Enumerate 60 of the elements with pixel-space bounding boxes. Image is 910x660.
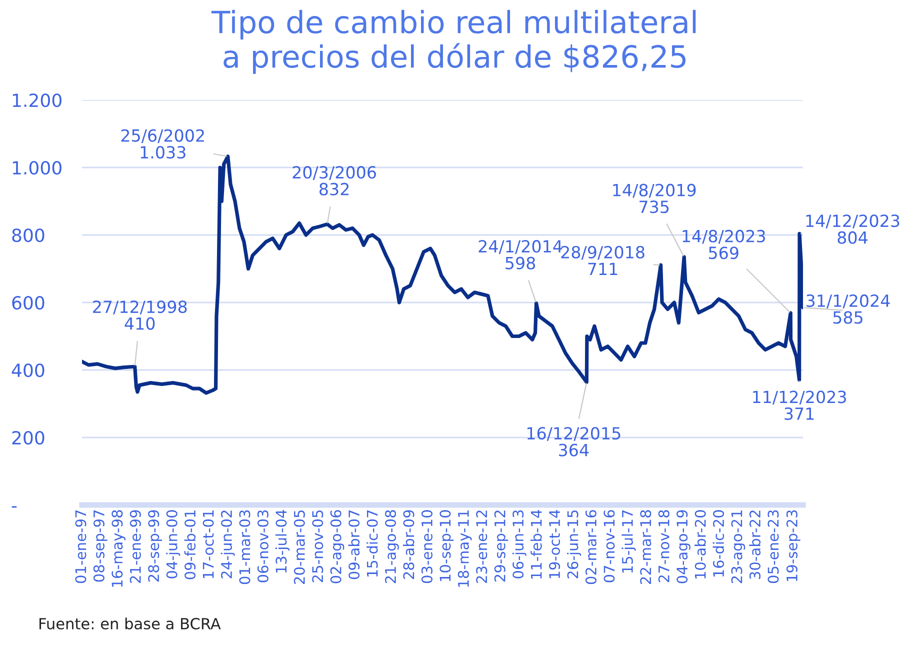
y-tick-label: 600: [12, 296, 44, 310]
x-tick-label: 15-dic-07: [366, 510, 378, 577]
chart-title: Tipo de cambio real multilateral a precios del dólar de $826,25: [211, 10, 696, 74]
x-tick-label: 05-ene-23: [768, 510, 779, 584]
y-tick-label: 1.200: [12, 93, 62, 108]
y-tick-label: 800: [12, 228, 44, 242]
x-tick-label: 11-feb-14: [530, 510, 542, 579]
x-tick-label: 10-abr-20: [694, 510, 706, 578]
x-tick-label: 02-ago-06: [330, 510, 344, 584]
x-tick-label: 24-jun-02: [220, 510, 235, 578]
x-tick-label: 07-nov-16: [604, 510, 615, 582]
x-tick-label: 28-abr-09: [402, 510, 414, 579]
x-tick-label: 08-sep-97: [93, 510, 108, 582]
annotation: 31/1/2024 585: [806, 294, 890, 324]
x-tick-label: 20-mar-05: [294, 510, 305, 584]
x-tick-label: 27-nov-18: [658, 510, 670, 582]
x-tick-label: 19-sep-23: [786, 510, 800, 582]
x-tick-label: 10-sep-10: [440, 510, 454, 582]
annotation: 14/8/2023 569: [682, 230, 765, 260]
x-tick-label: 16-dic-20: [712, 510, 724, 577]
x-tick-label: 06-nov-03: [257, 510, 268, 582]
x-tick-label: 01-mar-03: [239, 510, 250, 584]
x-tick-label: 13-jul-04: [275, 510, 290, 573]
annotation: 28/9/2018 711: [561, 246, 644, 276]
x-tick-label: 16-may-98: [112, 510, 126, 587]
source-note: Fuente: en base a BCRA: [40, 618, 221, 630]
annotation: 25/6/2002 1.033: [121, 129, 204, 159]
annotation: 14/12/2023 804: [806, 214, 900, 244]
annotation: 11/12/2023 371: [753, 390, 846, 420]
annotation: 24/1/2014 598: [478, 240, 562, 270]
x-tick-label: 04-ago-19: [676, 510, 690, 584]
x-tick-label: 15-jul-17: [622, 510, 636, 573]
x-tick-label: 19-oct-14: [549, 510, 560, 578]
y-tick-label: -: [12, 506, 17, 508]
x-tick-label: 26-jun-15: [566, 510, 582, 578]
x-tick-label: 25-nov-05: [312, 510, 324, 582]
x-tick-label: 18-may-11: [458, 510, 472, 587]
x-tick-label: 02-mar-16: [585, 510, 596, 584]
x-tick-label: 01-ene-97: [75, 510, 86, 584]
x-tick-label: 23-ago-21: [731, 510, 746, 584]
y-tick-label: 1.000: [12, 160, 62, 175]
x-tick-label: 03-ene-10: [421, 510, 432, 584]
x-tick-label: 21-ene-99: [130, 510, 141, 583]
x-tick-label: 21-ago-08: [385, 510, 399, 584]
x-tick-label: 09-abr-07: [348, 510, 360, 580]
annotation: 20/3/2006 832: [292, 166, 376, 196]
x-tick-label: 23-ene-12: [476, 510, 488, 583]
annotation: 16/12/2015 364: [527, 426, 620, 456]
x-tick-label: 28-sep-99: [148, 510, 162, 582]
x-tick-label: 22-mar-18: [640, 510, 652, 584]
y-tick-label: 400: [12, 363, 44, 378]
x-tick-label: 04-jun-00: [166, 510, 180, 578]
x-tick-label: 30-abr-22: [749, 510, 761, 579]
x-tick-label: 17-oct-01: [202, 510, 214, 578]
annotation: 14/8/2019 735: [613, 184, 696, 214]
annotation: 27/12/1998 410: [93, 300, 187, 330]
x-tick-label: 06-jun-13: [512, 510, 526, 578]
x-tick-label: 09-feb-01: [184, 510, 196, 580]
x-tick-label: 29-sep-12: [494, 510, 508, 582]
y-tick-label: 200: [12, 430, 44, 445]
